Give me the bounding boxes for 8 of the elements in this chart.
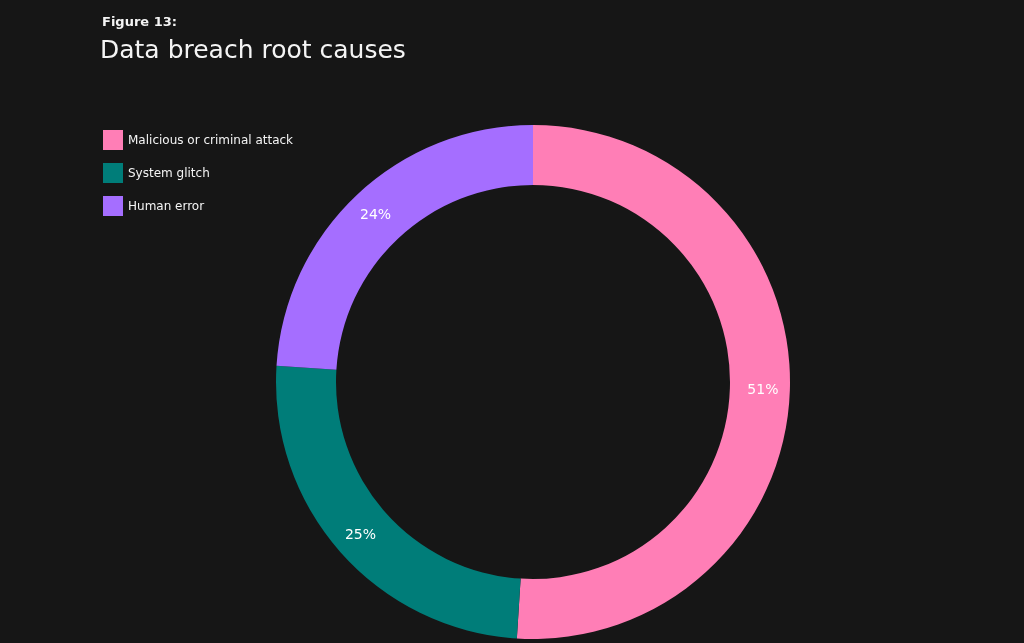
- data-label: 51%: [747, 381, 779, 398]
- data-label: 25%: [344, 526, 377, 543]
- legend-label: Malicious or criminal attack: [128, 133, 294, 147]
- legend-label: Human error: [128, 199, 205, 213]
- legend-label: System glitch: [128, 166, 210, 180]
- chart-title: Data breach root causes: [100, 35, 406, 64]
- data-label: 24%: [359, 206, 392, 223]
- chart-subtitle: Figure 13:: [102, 14, 177, 29]
